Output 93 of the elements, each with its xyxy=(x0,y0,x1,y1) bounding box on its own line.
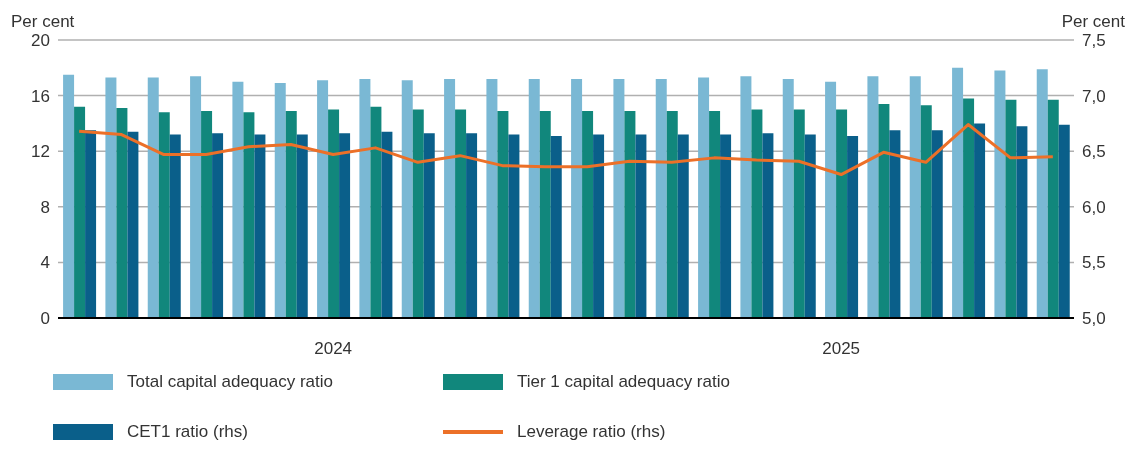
line-series xyxy=(77,123,1055,177)
y-axis-title: Per cent xyxy=(11,12,75,32)
bar xyxy=(274,83,286,318)
bar xyxy=(836,109,848,318)
y-tick-label: 8 xyxy=(40,197,50,217)
bar xyxy=(466,133,478,318)
bar xyxy=(74,106,86,318)
bar xyxy=(201,110,213,318)
y-tick-label: 0 xyxy=(40,309,50,329)
bar xyxy=(317,80,329,318)
bar xyxy=(381,131,393,318)
bar xyxy=(593,134,605,318)
bar xyxy=(698,77,710,318)
bar xyxy=(455,109,467,318)
bar xyxy=(328,109,340,318)
bar xyxy=(285,110,297,318)
y2-tick-label: 6,0 xyxy=(1082,197,1106,217)
bar xyxy=(63,74,75,318)
bar xyxy=(339,133,351,318)
bar xyxy=(920,105,932,318)
y-tick-label: 12 xyxy=(31,142,50,162)
y-tick-label: 4 xyxy=(40,253,50,273)
bar xyxy=(762,133,774,318)
bar xyxy=(190,76,202,318)
bar xyxy=(804,134,816,318)
bar xyxy=(952,67,964,318)
bar xyxy=(550,135,562,318)
bar xyxy=(709,110,721,318)
bar xyxy=(296,134,308,318)
bar xyxy=(1036,69,1048,318)
x-tick-label: 2025 xyxy=(822,339,861,358)
bar xyxy=(158,112,170,318)
bar xyxy=(582,110,594,318)
bar xyxy=(963,98,975,318)
bar xyxy=(793,109,805,318)
bar xyxy=(497,110,509,318)
y-tick-label: 20 xyxy=(31,31,50,51)
bar xyxy=(825,81,837,318)
bar xyxy=(116,108,128,318)
y2-tick-label: 5,0 xyxy=(1082,309,1106,329)
bar xyxy=(127,131,139,318)
bar xyxy=(867,76,879,318)
bar xyxy=(613,78,625,318)
y2-tick-label: 7,0 xyxy=(1082,86,1106,106)
bar xyxy=(994,70,1006,318)
bar xyxy=(359,78,371,318)
bar xyxy=(232,81,244,318)
bar xyxy=(370,106,382,318)
bar xyxy=(847,135,859,318)
legend-label: CET1 ratio (rhs) xyxy=(127,422,248,442)
x-tick-label: 2024 xyxy=(314,339,353,358)
bar xyxy=(655,78,667,318)
bar xyxy=(401,80,413,318)
legend-label: Leverage ratio (rhs) xyxy=(517,422,666,442)
bar xyxy=(1047,99,1059,318)
bar xyxy=(889,130,901,318)
bar xyxy=(212,133,224,318)
bar xyxy=(254,134,266,318)
bar xyxy=(412,109,424,318)
bar xyxy=(1058,124,1070,318)
bar xyxy=(740,76,752,318)
bar xyxy=(169,134,181,318)
bar xyxy=(423,133,435,318)
bar xyxy=(105,77,117,318)
bar xyxy=(1016,126,1028,318)
legend-label: Total capital adequacy ratio xyxy=(127,372,334,392)
bar xyxy=(751,109,763,318)
bar xyxy=(931,130,943,318)
bar xyxy=(539,110,551,318)
bar xyxy=(528,78,540,318)
bar xyxy=(624,110,636,318)
y2-tick-label: 5,5 xyxy=(1082,253,1106,273)
y-tick-label: 16 xyxy=(31,86,50,106)
bar xyxy=(782,78,794,318)
legend-label: Tier 1 capital adequacy ratio xyxy=(517,372,730,392)
bar xyxy=(486,78,498,318)
bar xyxy=(1005,99,1017,318)
y2-axis-title: Per cent xyxy=(1061,12,1125,32)
bar xyxy=(147,77,159,318)
bar xyxy=(85,130,97,318)
bar xyxy=(909,76,921,318)
bar xyxy=(243,112,255,318)
y2-tick-label: 6,5 xyxy=(1082,142,1106,162)
bar xyxy=(635,134,647,318)
bar xyxy=(878,103,890,318)
bar xyxy=(677,134,689,318)
bar xyxy=(974,123,986,318)
bar xyxy=(666,110,678,318)
bar xyxy=(571,78,583,318)
bar xyxy=(508,134,520,318)
y2-tick-label: 7,5 xyxy=(1082,31,1106,51)
bar xyxy=(720,134,732,318)
bar xyxy=(444,78,456,318)
